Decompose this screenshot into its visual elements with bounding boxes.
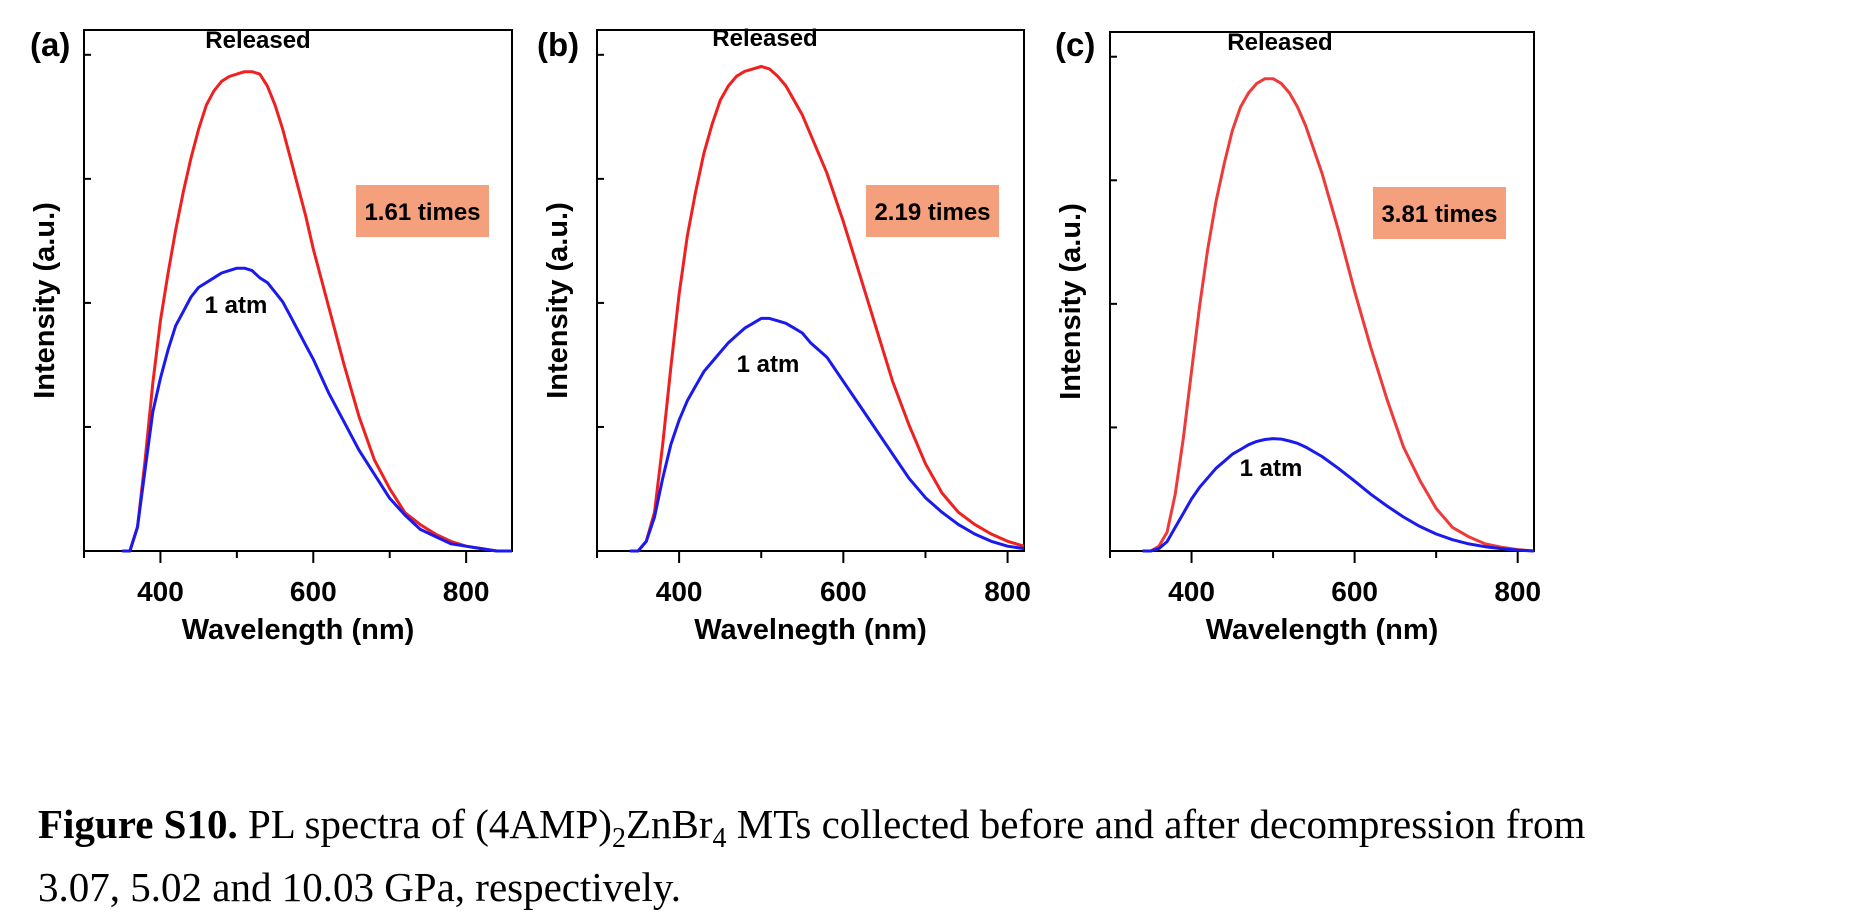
- plot-frame: [1109, 31, 1535, 552]
- y-axis-label: Intensity (a.u.): [29, 202, 61, 399]
- ratio-box: [356, 185, 489, 237]
- caption-text-2: ZnBr: [625, 801, 713, 847]
- x-tick-label: 600: [820, 576, 867, 607]
- caption-sub-2: 4: [712, 823, 727, 855]
- x-axis-label: Wavelength (nm): [1206, 614, 1439, 646]
- series-line-1-atm: [629, 316, 1025, 553]
- plot-frame: [83, 29, 513, 552]
- x-tick-label: 600: [290, 576, 337, 607]
- annotation-1-atm: 1 atm: [1240, 455, 1303, 482]
- y-axis-label: Intensity (a.u.): [1055, 203, 1087, 400]
- series-line-released: [1142, 77, 1535, 553]
- annotation-1-atm: 1 atm: [205, 292, 268, 319]
- ratio-box-label: 3.81 times: [1381, 201, 1497, 228]
- caption-sub-1: 2: [611, 823, 626, 855]
- panel-label: (c): [1055, 26, 1095, 63]
- x-axis-label: Wavelnegth (nm): [694, 614, 927, 646]
- ratio-box: [866, 185, 999, 237]
- annotation-released: Released: [1227, 29, 1332, 56]
- series-line-1-atm: [1142, 437, 1535, 553]
- x-tick-label: 400: [1168, 576, 1215, 607]
- ratio-box: [1373, 187, 1506, 239]
- series-line-1-atm: [122, 266, 512, 553]
- annotation-released: Released: [205, 27, 310, 54]
- caption-figure-label: Figure S10.: [38, 801, 238, 847]
- caption-line-1: Figure S10. PL spectra of (4AMP)2ZnBr4 M…: [38, 800, 1858, 863]
- x-tick-label: 400: [656, 576, 703, 607]
- x-tick-label: 600: [1331, 576, 1378, 607]
- annotation-released: Released: [712, 25, 817, 52]
- x-axis-label: Wavelength (nm): [182, 614, 415, 646]
- x-tick-label: 800: [443, 576, 490, 607]
- figure-caption: Figure S10. PL spectra of (4AMP)2ZnBr4 M…: [38, 800, 1858, 911]
- series-line-released: [122, 70, 512, 553]
- panel-label: (b): [537, 26, 579, 63]
- annotation-1-atm: 1 atm: [737, 351, 800, 378]
- ratio-box-label: 2.19 times: [874, 199, 990, 226]
- figure-panels: 400 600 800 Wavelength (nm) Intensity (a.u.)…: [29, 25, 1541, 646]
- x-tick-label: 800: [1494, 576, 1541, 607]
- caption-text-1: PL spectra of (4AMP): [237, 801, 612, 847]
- series-line-released: [629, 65, 1025, 553]
- plot-frame: [596, 29, 1025, 552]
- y-axis-label: Intensity (a.u.): [542, 202, 574, 399]
- caption-line-2: 3.07, 5.02 and 10.03 GPa, respectively.: [38, 864, 681, 911]
- panel-label: (a): [30, 26, 70, 63]
- x-tick-label: 800: [984, 576, 1031, 607]
- x-tick-label: 400: [137, 576, 184, 607]
- ratio-box-label: 1.61 times: [364, 199, 480, 226]
- caption-text-3: MTs collected before and after decompres…: [726, 801, 1586, 847]
